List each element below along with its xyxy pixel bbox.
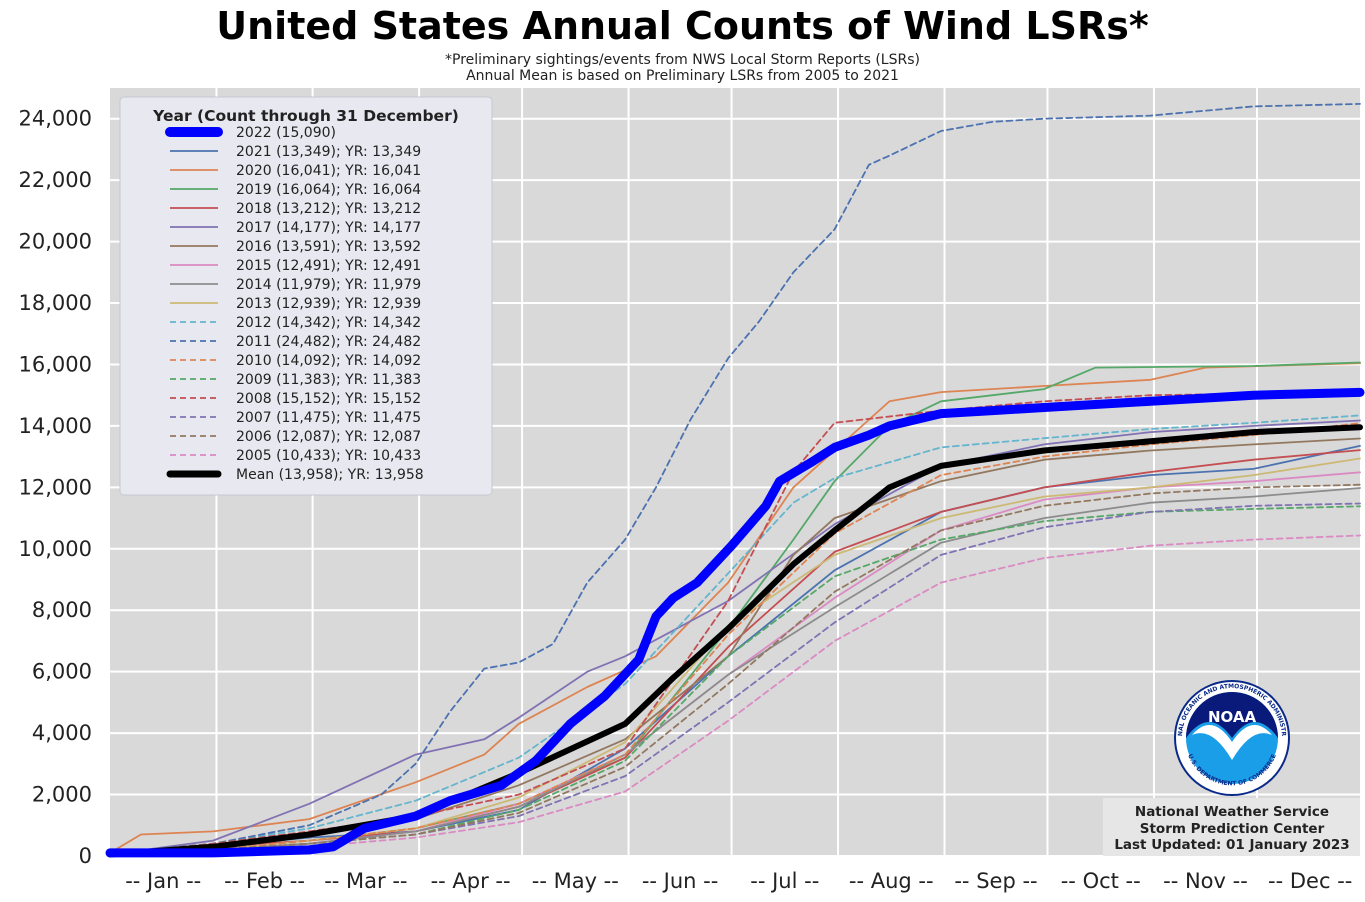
x-tick-label: -- Jul --: [750, 869, 819, 893]
legend-label: 2015 (12,491); YR: 12,491: [236, 258, 421, 274]
y-tick-label: 22,000: [19, 168, 92, 192]
x-tick-label: -- Mar --: [324, 869, 407, 893]
legend-label: 2006 (12,087); YR: 12,087: [236, 429, 421, 445]
legend-label: 2011 (24,482); YR: 24,482: [236, 334, 421, 350]
credit-line-1: National Weather Service: [1135, 804, 1329, 820]
y-tick-label: 24,000: [19, 107, 92, 131]
legend-label: 2018 (13,212); YR: 13,212: [236, 201, 421, 217]
y-tick-label: 10,000: [19, 537, 92, 561]
y-tick-label: 8,000: [32, 598, 92, 622]
legend-label: 2005 (10,433); YR: 10,433: [236, 448, 421, 464]
chart-title: United States Annual Counts of Wind LSRs…: [216, 4, 1149, 48]
legend-label: 2017 (14,177); YR: 14,177: [236, 220, 421, 236]
noaa-logo-bird: [1192, 725, 1272, 760]
y-axis-ticks: 0 2,000 4,000 6,000 8,000 10,000 12,000 14,000 1…: [19, 107, 92, 868]
series-layer: [105, 103, 1365, 858]
legend-label: 2009 (11,383); YR: 11,383: [236, 372, 421, 388]
legend-label: 2008 (15,152); YR: 15,152: [236, 391, 421, 407]
series-line-2010: [109, 422, 1361, 856]
x-tick-label: -- Sep --: [954, 869, 1037, 893]
legend-label: Mean (13,958); YR: 13,958: [236, 467, 424, 483]
x-tick-label: -- Feb --: [224, 869, 305, 893]
credit-line-2: Storm Prediction Center: [1140, 821, 1325, 837]
legend-box: [119, 96, 493, 496]
legend-label: 2020 (16,041); YR: 16,041: [236, 163, 421, 179]
credit-box-bg: [1103, 798, 1360, 856]
y-tick-label: 20,000: [19, 230, 92, 254]
legend-label: 2012 (14,342); YR: 14,342: [236, 315, 421, 331]
series-line-2008: [109, 389, 1361, 856]
legend: Year (Count through 31 December) 2022 (1…: [119, 96, 493, 496]
legend-label: 2019 (16,064); YR: 16,064: [236, 182, 421, 198]
legend-label: 2013 (12,939); YR: 12,939: [236, 296, 421, 312]
legend-label: 2007 (11,475); YR: 11,475: [236, 410, 421, 426]
legend-label: 2010 (14,092); YR: 14,092: [236, 353, 421, 369]
legend-items: 2022 (15,090) 2021 (13,349); YR: 13,349 20…: [165, 125, 424, 483]
chart-subtitle-line-2: Annual Mean is based on Preliminary LSRs…: [466, 68, 899, 84]
series-line-2017: [109, 419, 1361, 856]
legend-label: 2016 (13,591); YR: 13,592: [236, 239, 421, 255]
series-line-2011: [109, 103, 1361, 854]
y-tick-label: 0: [79, 844, 92, 868]
x-tick-label: -- Apr --: [431, 869, 511, 893]
y-tick-label: 16,000: [19, 352, 92, 376]
y-tick-label: 4,000: [32, 721, 92, 745]
y-tick-label: 14,000: [19, 414, 92, 438]
x-tick-label: -- Nov --: [1163, 869, 1248, 893]
x-axis-ticks: -- Jan -- -- Feb -- -- Mar -- -- Apr -- -- M…: [125, 869, 1352, 893]
legend-title: Year (Count through 31 December): [152, 107, 459, 125]
x-tick-label: -- Oct --: [1061, 869, 1141, 893]
credit-box: National Weather Service Storm Predictio…: [1103, 798, 1360, 856]
x-tick-label: -- May --: [532, 869, 619, 893]
x-tick-label: -- Jan --: [125, 869, 201, 893]
x-tick-label: -- Jun --: [642, 869, 718, 893]
credit-line-3: Last Updated: 01 January 2023: [1114, 837, 1349, 853]
y-tick-label: 12,000: [19, 475, 92, 499]
noaa-logo-label: NOAA: [1208, 708, 1257, 726]
chart-subtitle-line-1: *Preliminary sightings/events from NWS L…: [445, 52, 920, 68]
x-tick-label: -- Aug --: [849, 869, 934, 893]
noaa-logo-sky: [1186, 692, 1278, 738]
x-tick-label: -- Dec --: [1268, 869, 1352, 893]
legend-label: 2014 (11,979); YR: 11,979: [236, 277, 421, 293]
y-tick-label: 6,000: [32, 660, 92, 684]
legend-label: 2022 (15,090): [236, 125, 336, 141]
y-tick-label: 2,000: [32, 783, 92, 807]
legend-label: 2021 (13,349); YR: 13,349: [236, 144, 421, 160]
series-line-2022: [105, 387, 1365, 858]
series-line-2006: [109, 483, 1361, 856]
y-tick-label: 18,000: [19, 291, 92, 315]
